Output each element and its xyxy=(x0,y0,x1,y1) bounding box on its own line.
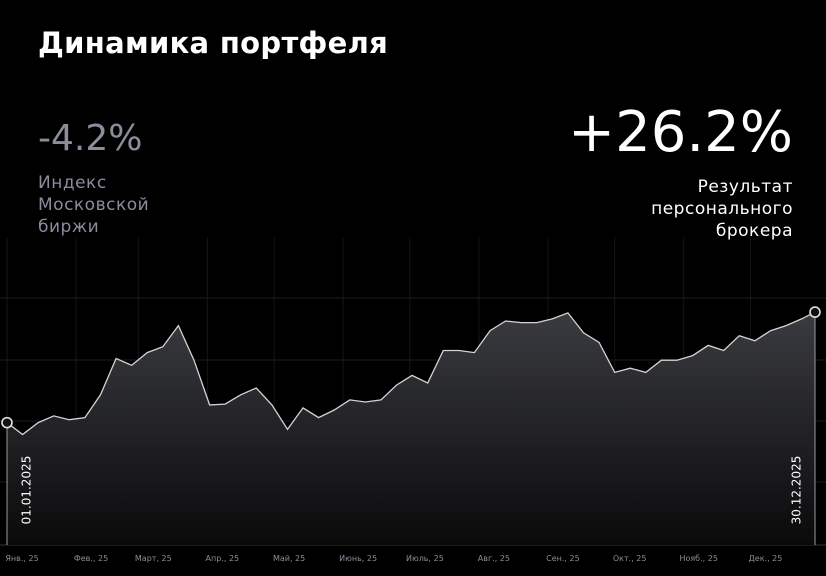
end-marker xyxy=(1,416,13,429)
x-tick-label: Фев., 25 xyxy=(74,554,108,563)
x-tick-label: Янв., 25 xyxy=(5,554,38,563)
x-tick-label: Окт., 25 xyxy=(613,554,647,563)
area xyxy=(7,312,815,545)
x-tick-label: Июнь, 25 xyxy=(339,554,377,563)
x-tick-label: Май, 25 xyxy=(273,554,305,563)
x-tick-label: Апр., 25 xyxy=(206,554,240,563)
date-label: 30.12.2025 xyxy=(790,456,804,525)
x-tick-label: Март, 25 xyxy=(135,554,172,563)
x-tick-label: Дек., 25 xyxy=(749,554,783,563)
x-tick-label: Июль, 25 xyxy=(406,554,444,563)
result-label: Результат персонального брокера xyxy=(651,177,793,241)
index-value: -4.2% xyxy=(38,118,143,159)
index-label: Индекс Московской биржи xyxy=(38,173,150,237)
x-tick-label: Нояб., 25 xyxy=(679,554,717,563)
line xyxy=(6,311,816,436)
end-marker xyxy=(809,306,821,318)
x-tick-label: Авг., 25 xyxy=(478,554,510,563)
date-label: 01.01.2025 xyxy=(20,456,34,525)
result-value: +26.2% xyxy=(568,100,793,165)
title: Динамика портфеля xyxy=(38,26,389,60)
x-tick-label: Сен., 25 xyxy=(546,554,580,563)
